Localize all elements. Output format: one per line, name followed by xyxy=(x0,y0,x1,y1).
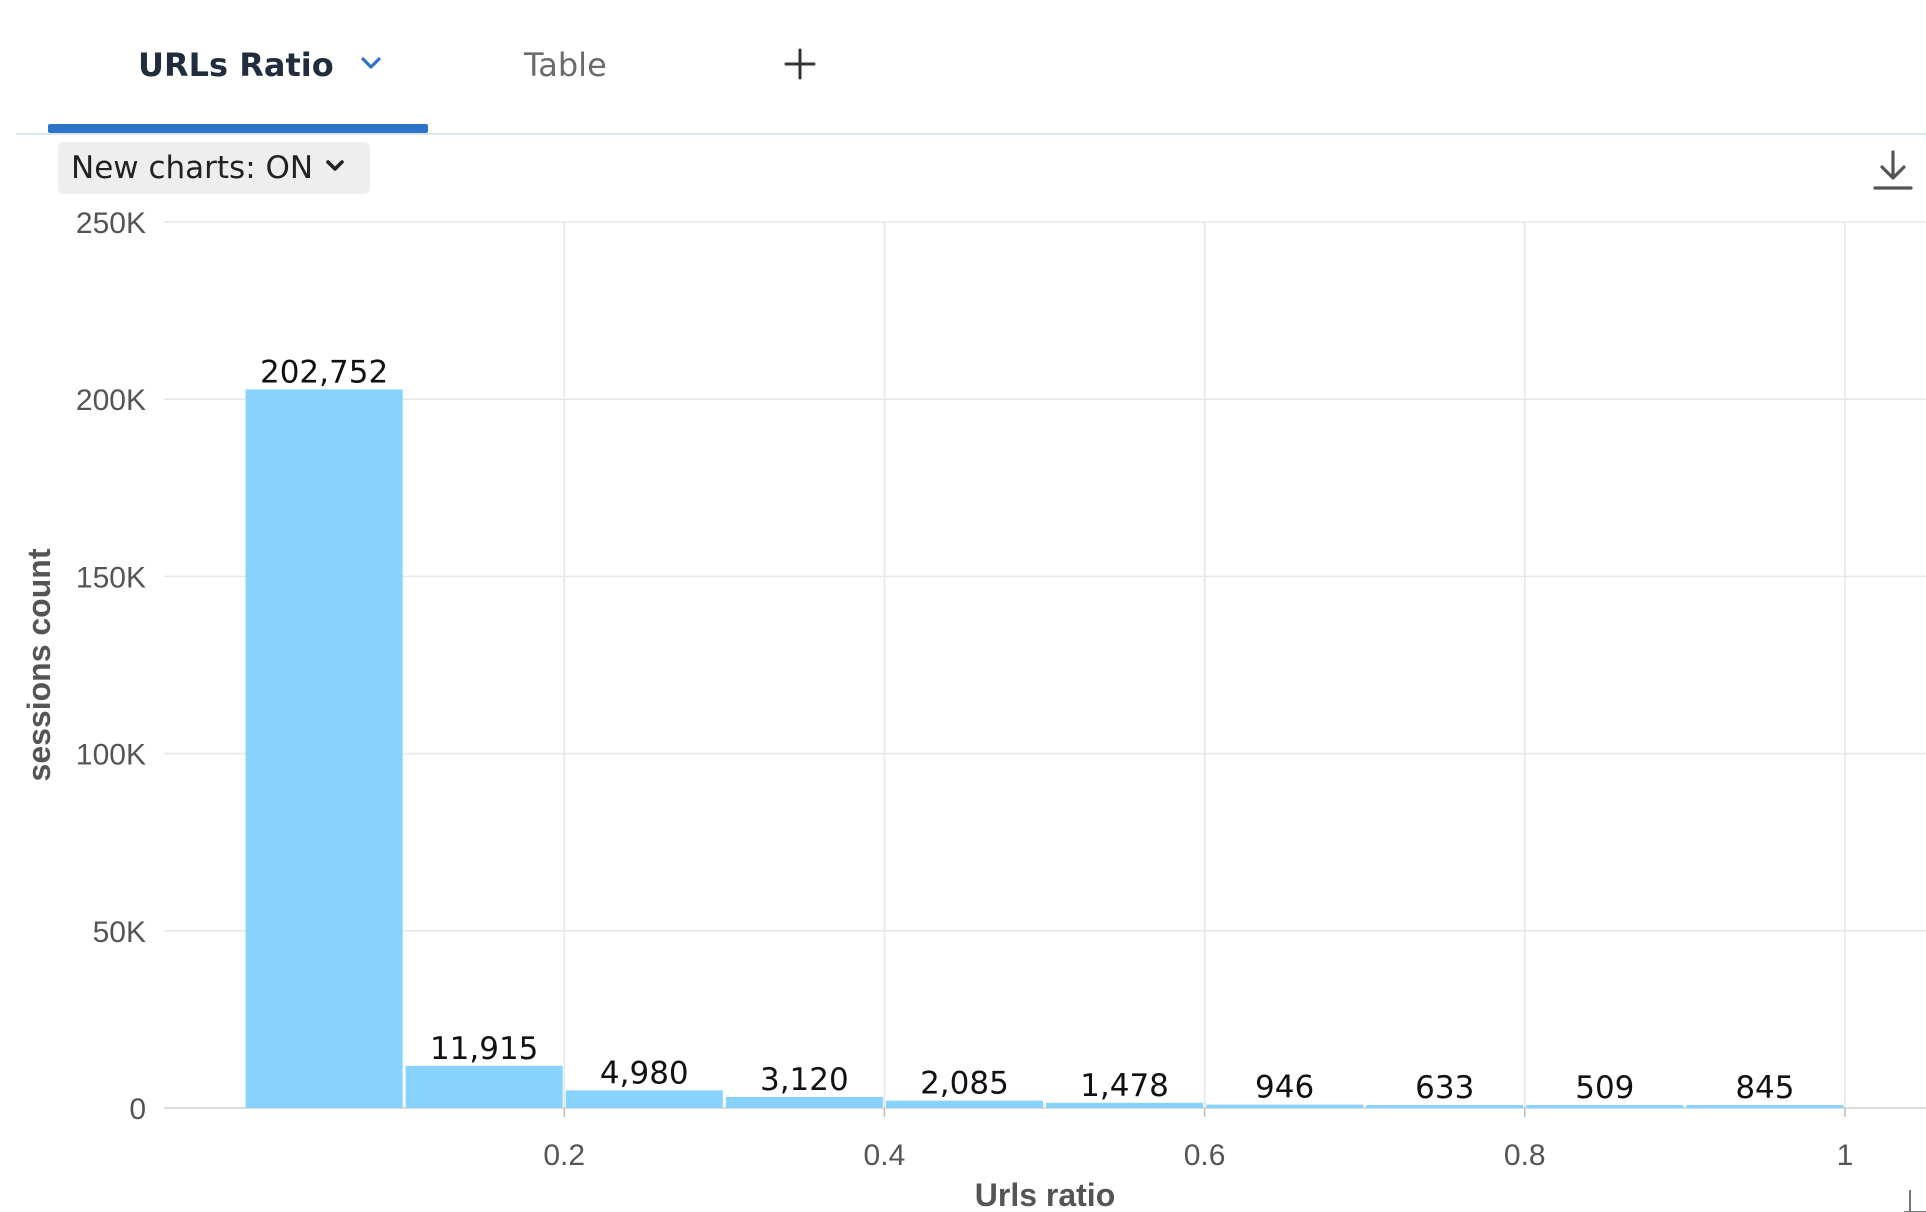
x-tick-label: 1 xyxy=(1837,1139,1854,1172)
resize-handle[interactable] xyxy=(1904,1190,1926,1212)
tab-urls-ratio[interactable]: URLs Ratio xyxy=(138,40,382,90)
y-tick-label: 250K xyxy=(76,207,146,240)
tab-table[interactable]: Table xyxy=(524,40,607,90)
y-axis-title: sessions count xyxy=(21,548,57,781)
histogram-bar[interactable] xyxy=(885,1100,1043,1108)
plus-icon xyxy=(784,48,816,80)
y-tick-label: 50K xyxy=(93,916,146,949)
bar-value-label: 2,085 xyxy=(920,1066,1009,1102)
bar-labels: 202,752 11,915 4,980 3,120 2,085 1,478 946 633 5… xyxy=(260,354,1795,1106)
bars xyxy=(245,389,1844,1108)
tab-label: URLs Ratio xyxy=(138,46,334,84)
chevron-down-icon xyxy=(325,159,345,178)
bar-value-label: 1,478 xyxy=(1080,1068,1169,1104)
histogram-bar[interactable] xyxy=(565,1090,723,1108)
bar-value-label: 4,980 xyxy=(600,1055,689,1091)
grid xyxy=(164,221,1926,1109)
tab-label: Table xyxy=(524,46,607,84)
bar-value-label: 11,915 xyxy=(430,1031,538,1067)
y-axis: 0 50K 100K 150K 200K 250K xyxy=(76,207,146,1126)
histogram-bar[interactable] xyxy=(1046,1102,1204,1108)
x-tick-label: 0.2 xyxy=(543,1139,585,1172)
histogram-bar[interactable] xyxy=(245,389,403,1108)
histogram-bar[interactable] xyxy=(1366,1105,1524,1108)
y-tick-label: 200K xyxy=(76,384,146,417)
bar-value-label: 3,120 xyxy=(760,1062,849,1098)
y-tick-label: 100K xyxy=(76,739,146,772)
bar-value-label: 845 xyxy=(1735,1070,1794,1106)
histogram-bar[interactable] xyxy=(1206,1104,1364,1108)
x-tick-label: 0.6 xyxy=(1184,1139,1226,1172)
y-tick-label: 0 xyxy=(129,1093,146,1126)
histogram-bar[interactable] xyxy=(405,1065,563,1108)
add-tab-button[interactable] xyxy=(780,42,820,86)
new-charts-label: New charts: ON xyxy=(71,150,314,186)
histogram-bar[interactable] xyxy=(1686,1105,1844,1108)
x-axis-title: Urls ratio xyxy=(975,1177,1115,1212)
tab-divider xyxy=(16,133,1926,135)
new-charts-toggle[interactable]: New charts: ON xyxy=(58,142,370,194)
bar-value-label: 202,752 xyxy=(260,354,388,390)
x-axis: 0.2 0.4 0.6 0.8 1 xyxy=(543,1108,1853,1172)
tab-bar: URLs Ratio Table xyxy=(0,0,1926,135)
download-button[interactable] xyxy=(1870,148,1916,194)
x-tick-label: 0.8 xyxy=(1504,1139,1546,1172)
chevron-down-icon[interactable] xyxy=(360,56,382,75)
bar-value-label: 509 xyxy=(1575,1070,1634,1106)
y-tick-label: 150K xyxy=(76,561,146,594)
download-icon xyxy=(1873,150,1913,190)
histogram-bar[interactable] xyxy=(1526,1105,1684,1108)
bar-value-label: 633 xyxy=(1415,1070,1474,1106)
histogram-bar[interactable] xyxy=(725,1096,883,1108)
active-tab-indicator xyxy=(48,124,428,133)
bar-value-label: 946 xyxy=(1255,1070,1314,1106)
x-tick-label: 0.4 xyxy=(864,1139,906,1172)
